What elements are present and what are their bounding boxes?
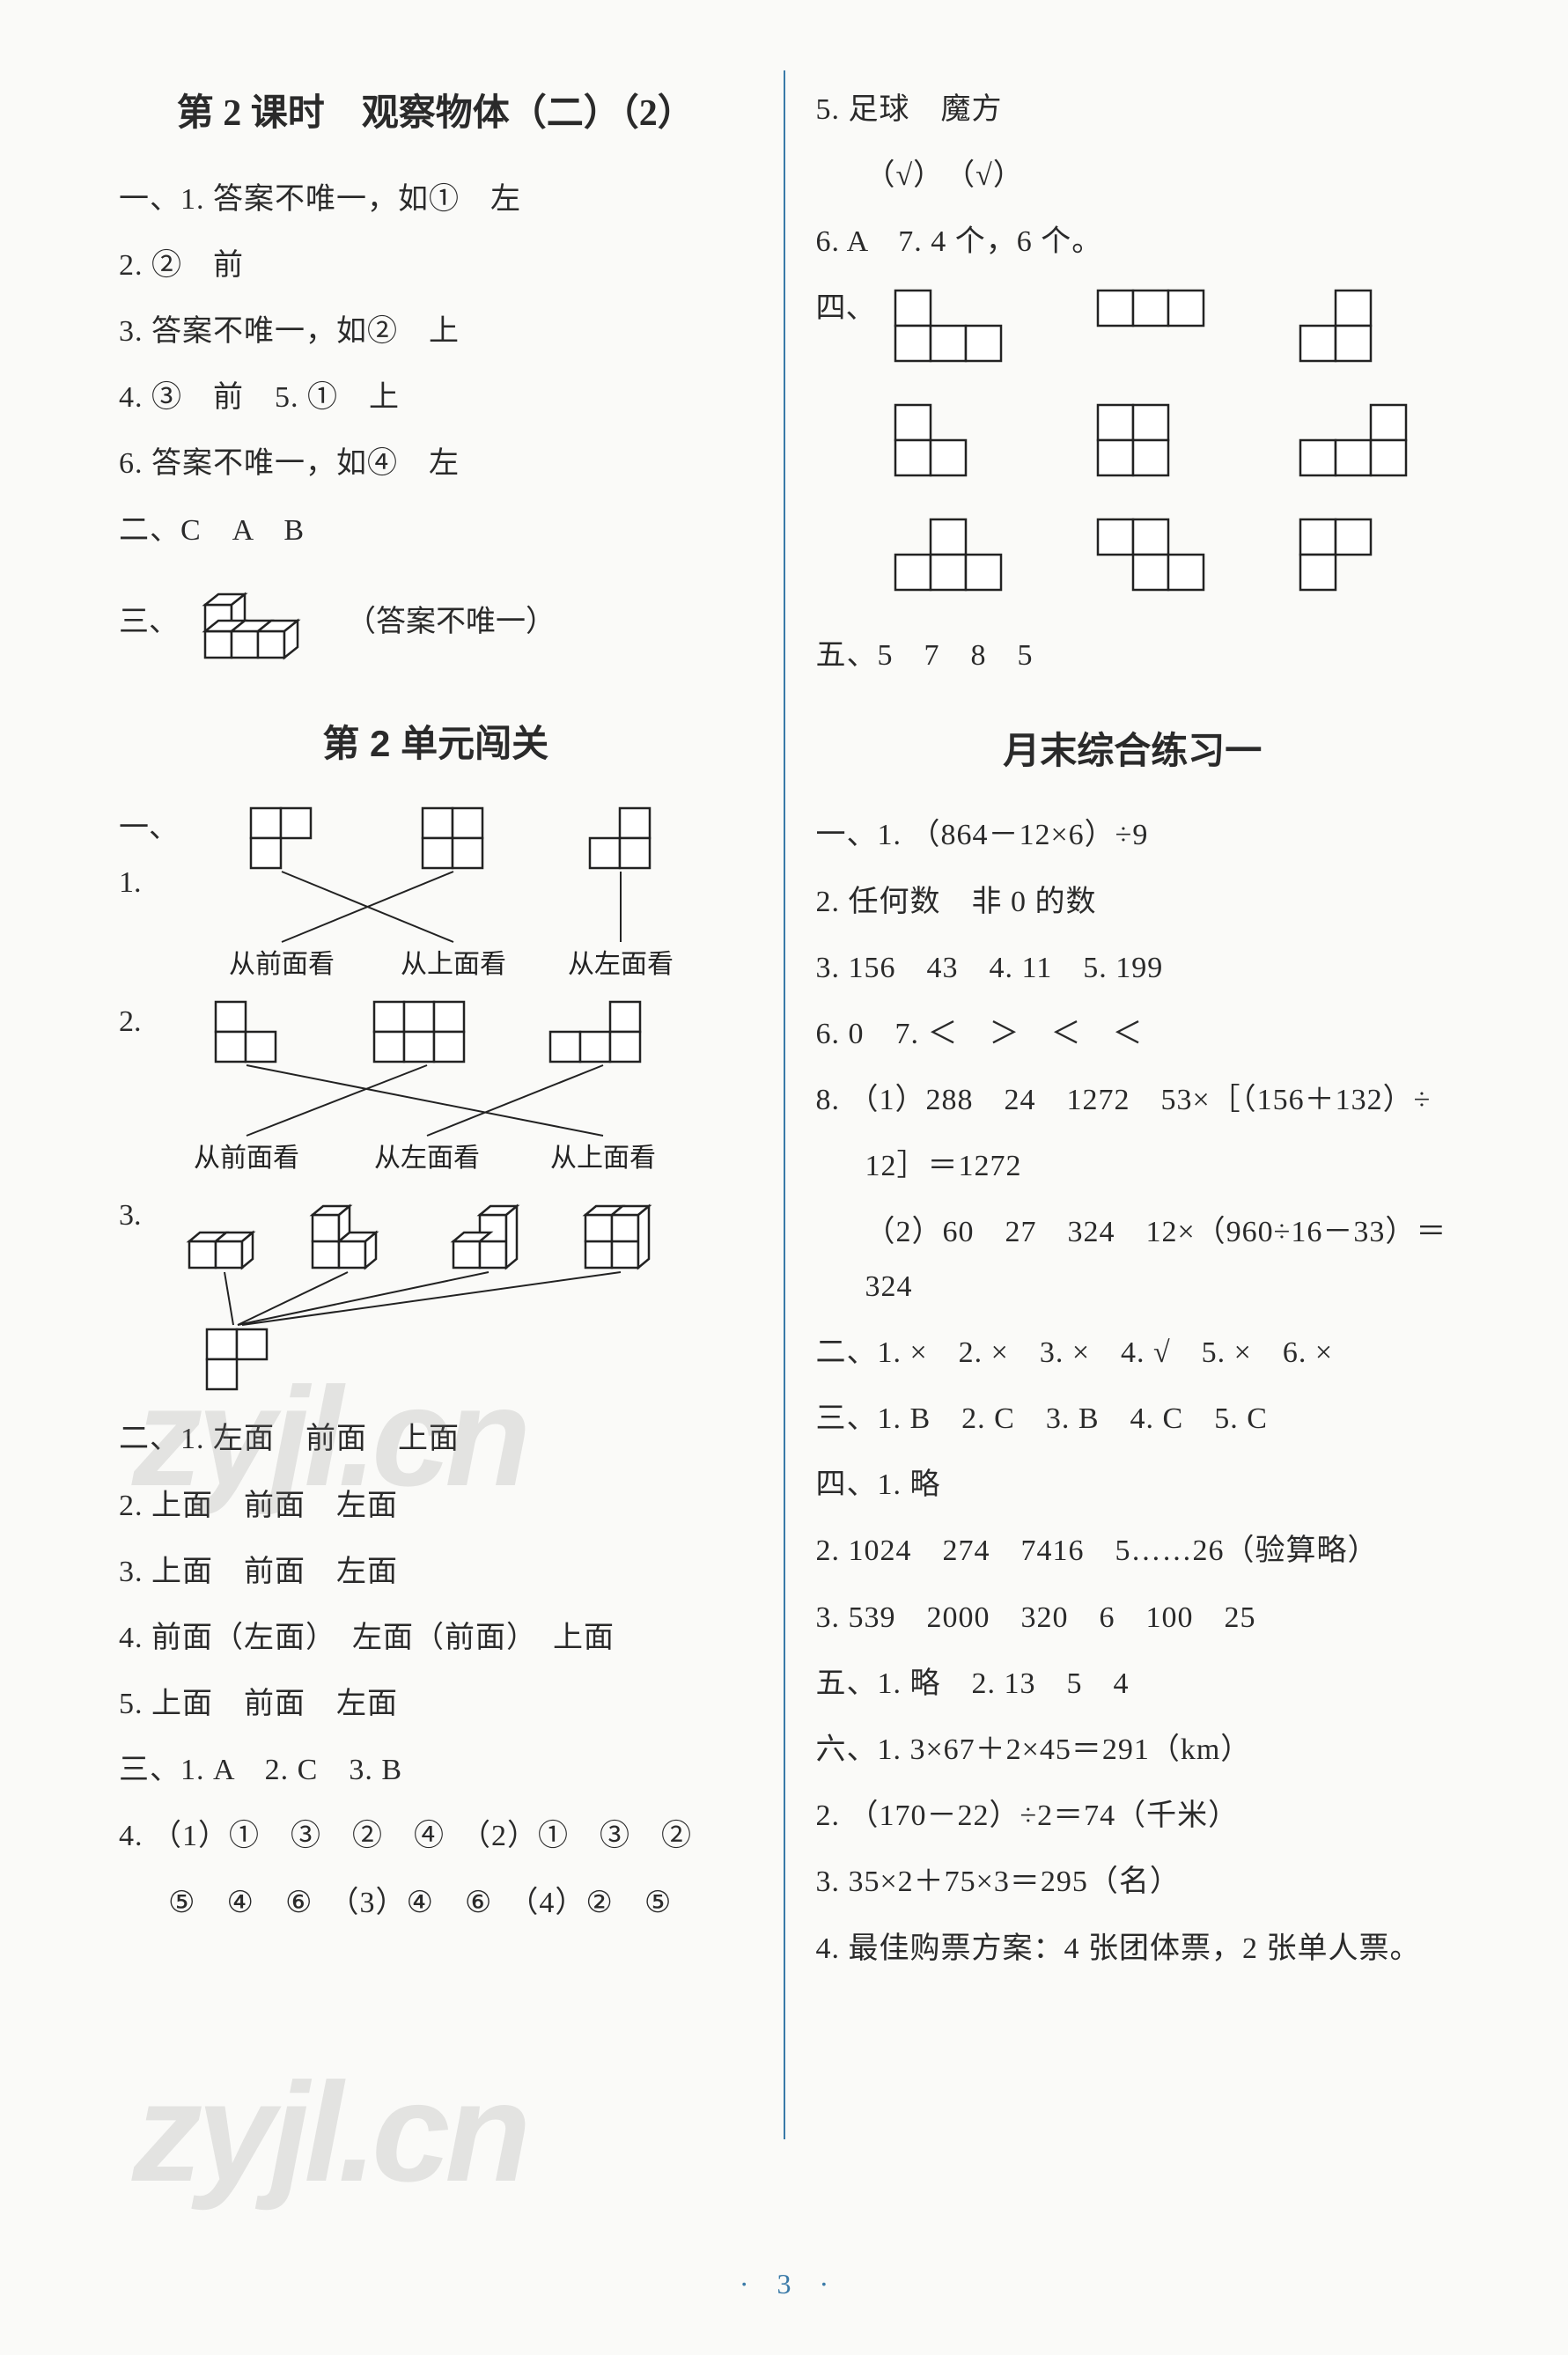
matching-diagram: 从前面看 从上面看 从左面看 [207,801,700,986]
text-line: 12］＝1272 [816,1139,1450,1193]
text-line: 五、5 7 8 5 [816,629,1450,682]
text-line: 6. 0 7. ＜ ＞ ＜ ＜ [816,1007,1450,1061]
text-line: 4. ③ 前 5. ① 上 [119,371,753,424]
text-line: 4. 最佳购票方案：4 张团体票，2 张单人票。 [816,1922,1450,1976]
text-line: 五、1. 略 2. 13 5 4 [816,1657,1450,1711]
text-line: 2. （170－22）÷2＝74（千米） [816,1789,1450,1843]
text-line: 3. 35×2＋75×3＝295（名） [816,1855,1450,1909]
text-line: 二、C A B [119,504,753,557]
text-line: 4. （1）① ③ ② ④ （2）① ③ ② [119,1809,753,1863]
view-label: 从左面看 [568,950,674,979]
label: 四、 [816,282,869,335]
section-four-row: 四、 [816,282,1450,616]
text-line: 5. 足球 魔方 [816,83,1450,136]
view-label: 从前面看 [229,950,335,979]
text-line: （√） （√） [816,149,1450,202]
text-line: 一、1. （864－12×6）÷9 [816,808,1450,862]
label: 三、 [119,595,179,649]
text-line: 2. 1024 274 7416 5……26（验算略） [816,1524,1450,1578]
text-line: 一、1. 答案不唯一，如① 左 [119,173,753,226]
text-line: 二、1. 左面 前面 上面 [119,1412,753,1466]
q1-row: 一、1. 从前面看 从上面看 从左面看 [119,801,753,986]
grid-shapes-diagram [878,282,1441,616]
label: （答案不唯一） [346,595,556,649]
matching-diagram: 从前面看 从左面看 从上面看 [172,995,700,1180]
text-line: 2. 任何数 非 0 的数 [816,875,1450,929]
label: 一、1. [119,801,198,909]
text-line: 3. 答案不唯一，如② 上 [119,305,753,358]
text-line: 三、1. B 2. C 3. B 4. C 5. C [816,1392,1450,1446]
text-line: 8. （1）288 24 1272 53×［（156＋132）÷ [816,1073,1450,1127]
lesson-title: 第 2 课时 观察物体（二）（2） [119,81,753,148]
text-line: 六、1. 3×67＋2×45＝291（km） [816,1723,1450,1777]
text-line: 3. 156 43 4. 11 5. 199 [816,941,1450,995]
text-line: 5. 上面 前面 左面 [119,1677,753,1731]
cube-stack-icon [188,570,337,675]
text-line: 6. 答案不唯一，如④ 左 [119,437,753,490]
text-line: 四、1. 略 [816,1458,1450,1512]
text-line: 二、1. × 2. × 3. × 4. √ 5. × 6. × [816,1326,1450,1380]
page: 第 2 课时 观察物体（二）（2） 一、1. 答案不唯一，如① 左 2. ② 前… [0,0,1568,2355]
view-label: 从前面看 [194,1144,299,1173]
q3-row: 3. [119,1189,753,1400]
cube-diagram [172,1189,700,1400]
text-line: ⑤ ④ ⑥ （3）④ ⑥ （4）② ⑤ [119,1876,753,1930]
text-line: 2. ② 前 [119,239,753,292]
column-divider [784,70,785,2139]
view-label: 从上面看 [401,950,506,979]
label: 3. [119,1189,163,1242]
q2-row: 2. 从前面看 从左面看 从上面看 [119,995,753,1180]
page-number: · 3 · [0,2262,1568,2302]
text-line: 3. 上面 前面 左面 [119,1545,753,1599]
text-line: 4. 前面（左面） 左面（前面） 上面 [119,1611,753,1665]
text-line: 3. 539 2000 320 6 100 25 [816,1591,1450,1645]
label: 2. [119,995,163,1049]
unit-title: 第 2 单元闯关 [119,710,753,777]
right-column: 5. 足球 魔方 （√） （√） 6. A 7. 4 个，6 个。 四、 五、5… [794,70,1472,2302]
view-label: 从左面看 [374,1144,480,1173]
text-line: 2. 上面 前面 左面 [119,1479,753,1533]
problem-three-row: 三、 （答案不唯一） [119,570,753,675]
practice-title: 月末综合练习一 [816,718,1450,784]
view-label: 从上面看 [550,1144,656,1173]
text-line: 6. A 7. 4 个，6 个。 [816,215,1450,269]
left-column: 第 2 课时 观察物体（二）（2） 一、1. 答案不唯一，如① 左 2. ② 前… [97,70,775,2302]
text-line: 三、1. A 2. C 3. B [119,1743,753,1797]
text-line: （2）60 27 324 12×（960÷16－33）＝324 [816,1205,1450,1313]
